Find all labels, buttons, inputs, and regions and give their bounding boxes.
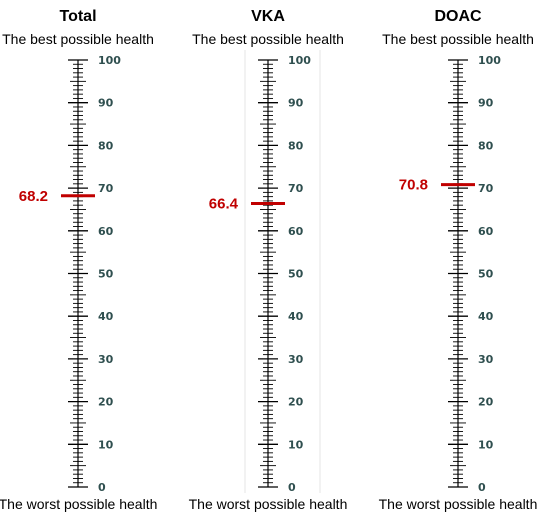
tick-label: 0 — [478, 481, 486, 494]
tick-label: 40 — [98, 310, 114, 323]
tick-label: 50 — [98, 268, 114, 281]
panel-title: DOAC — [434, 8, 482, 25]
tick-label: 10 — [478, 438, 494, 451]
tick-label: 30 — [478, 353, 494, 366]
panel-title: Total — [59, 8, 96, 25]
panel-vka: VKA The best possible health The worst pos… — [189, 8, 348, 512]
bottom-anchor-label: The worst possible health — [0, 496, 157, 512]
tick-label: 100 — [98, 54, 121, 67]
tick-label: 60 — [288, 225, 304, 238]
top-anchor-label: The best possible health — [2, 31, 154, 47]
tick-label: 50 — [478, 268, 494, 281]
tick-label: 90 — [478, 97, 494, 110]
bottom-anchor-label: The worst possible health — [379, 496, 538, 512]
tick-label: 90 — [98, 97, 114, 110]
tick-label: 0 — [98, 481, 106, 494]
tick-label: 40 — [288, 310, 304, 323]
tick-label: 30 — [98, 353, 114, 366]
tick-label: 80 — [98, 139, 114, 152]
tick-label: 50 — [288, 268, 304, 281]
value-label: 68.2 — [19, 188, 48, 205]
tick-label: 20 — [98, 396, 114, 409]
panel-doac: DOAC The best possible health The worst po… — [379, 8, 538, 512]
value-label: 66.4 — [209, 195, 239, 212]
tick-label: 40 — [478, 310, 494, 323]
tick-label: 10 — [98, 438, 114, 451]
tick-label: 20 — [478, 396, 494, 409]
top-anchor-label: The best possible health — [192, 31, 344, 47]
tick-label: 0 — [288, 481, 296, 494]
tick-label: 20 — [288, 396, 304, 409]
tick-label: 80 — [288, 139, 304, 152]
tick-label: 10 — [288, 438, 304, 451]
tick-label: 100 — [288, 54, 311, 67]
panel-title: VKA — [251, 8, 285, 25]
tick-label: 70 — [478, 182, 494, 195]
tick-label: 60 — [98, 225, 114, 238]
tick-label: 80 — [478, 139, 494, 152]
value-label: 70.8 — [399, 177, 428, 194]
bottom-anchor-label: The worst possible health — [189, 496, 348, 512]
tick-label: 90 — [288, 97, 304, 110]
tick-label: 60 — [478, 225, 494, 238]
panel-total: Total The best possible health The worst p… — [0, 8, 157, 512]
tick-label: 70 — [98, 182, 114, 195]
tick-label: 30 — [288, 353, 304, 366]
tick-label: 70 — [288, 182, 304, 195]
top-anchor-label: The best possible health — [382, 31, 534, 47]
tick-label: 100 — [478, 54, 501, 67]
